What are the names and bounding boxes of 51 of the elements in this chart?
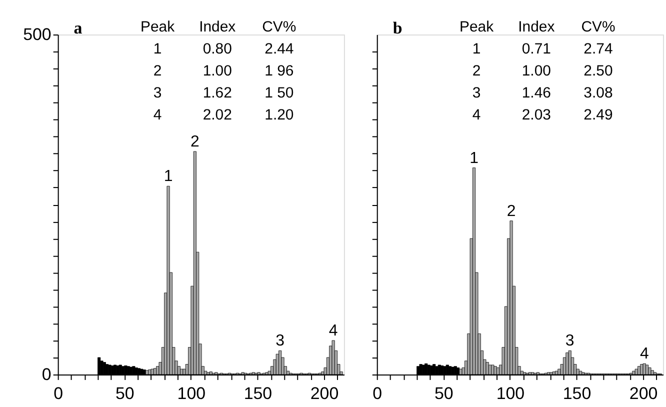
x-tick-label: 200 [629,384,658,403]
annotation: Index [199,18,236,36]
annotation: 3.08 [584,84,613,102]
y-tick-label: 500 [23,24,52,44]
chart-title: b [392,18,402,38]
annotation: 4 [153,106,162,124]
annotation: 1 [472,40,481,58]
annotation: Index [518,18,556,36]
annotation: 4 [472,106,481,124]
annotation: 2.44 [264,40,294,58]
annotation: Peak [140,18,176,36]
annotation: 2.50 [584,62,613,80]
annotation: 3 [153,84,162,102]
annotation: 0.71 [522,40,551,58]
annotation: 2.74 [584,40,613,58]
annotation: CV% [262,18,296,36]
x-tick-label: 50 [434,384,454,403]
annotation: 4 [640,346,649,363]
annotation: 2 [153,62,162,80]
chart-title: a [74,18,83,38]
annotation: 1.00 [522,62,551,80]
annotation: 4 [328,322,338,340]
x-tick-label: 150 [562,384,592,403]
annotation: 2 [506,202,516,220]
annotation: 3 [276,332,285,350]
annotation: 1 50 [264,84,294,102]
x-tick-label: 200 [310,384,339,403]
annotation: 2.02 [202,106,232,124]
x-tick-label: 50 [115,384,134,403]
annotation: 1 [164,168,173,186]
annotation: 1 [153,40,162,58]
annotation: Peak [460,18,494,36]
annotation: 1 [470,150,479,167]
annotation: 2.03 [522,106,551,124]
annotation: 2 [190,133,200,150]
x-tick-label: 150 [244,384,272,403]
annotation: 1.20 [264,106,294,124]
x-tick-label: 100 [177,384,206,403]
annotation: 1 96 [264,62,294,80]
annotation: 3 [472,84,481,102]
annotation: 0.80 [202,40,232,58]
annotation: 1.62 [202,84,232,102]
x-tick-label: 100 [496,384,525,403]
annotation: 1.46 [522,84,551,102]
annotation: CV% [581,18,616,36]
annotation: 2 [472,62,481,80]
annotation: 1.00 [202,62,232,80]
x-tick-label: 0 [372,384,382,403]
annotation: 2.49 [584,106,613,124]
x-tick-label: 0 [54,384,64,403]
annotation: 3 [565,332,574,350]
